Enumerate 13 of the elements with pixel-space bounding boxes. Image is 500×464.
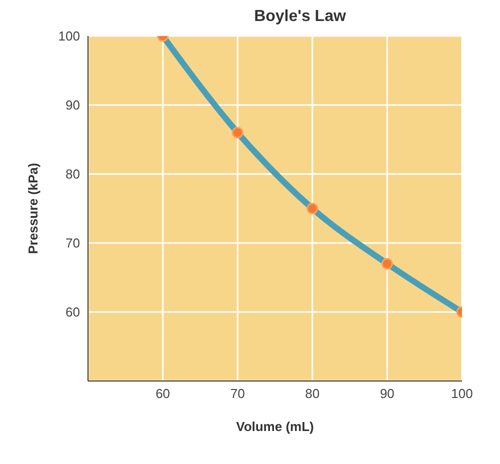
x-tick-label: 90 — [380, 386, 394, 402]
y-tick-label: 80 — [66, 166, 80, 182]
x-axis-title: Volume (mL) — [236, 419, 314, 434]
chart-title: Boyle's Law — [253, 8, 347, 26]
y-tick-label: 100 — [58, 28, 80, 44]
x-tick-label: 80 — [305, 386, 320, 402]
y-axis-title: Pressure (kPa) — [26, 162, 41, 254]
y-tick-label: 90 — [66, 98, 80, 113]
x-tick-label: 100 — [451, 386, 473, 402]
x-tick-label: 60 — [156, 386, 170, 402]
y-tick-label: 70 — [66, 236, 80, 251]
x-tick-label: 70 — [230, 386, 245, 402]
y-tick-label: 60 — [66, 304, 80, 320]
